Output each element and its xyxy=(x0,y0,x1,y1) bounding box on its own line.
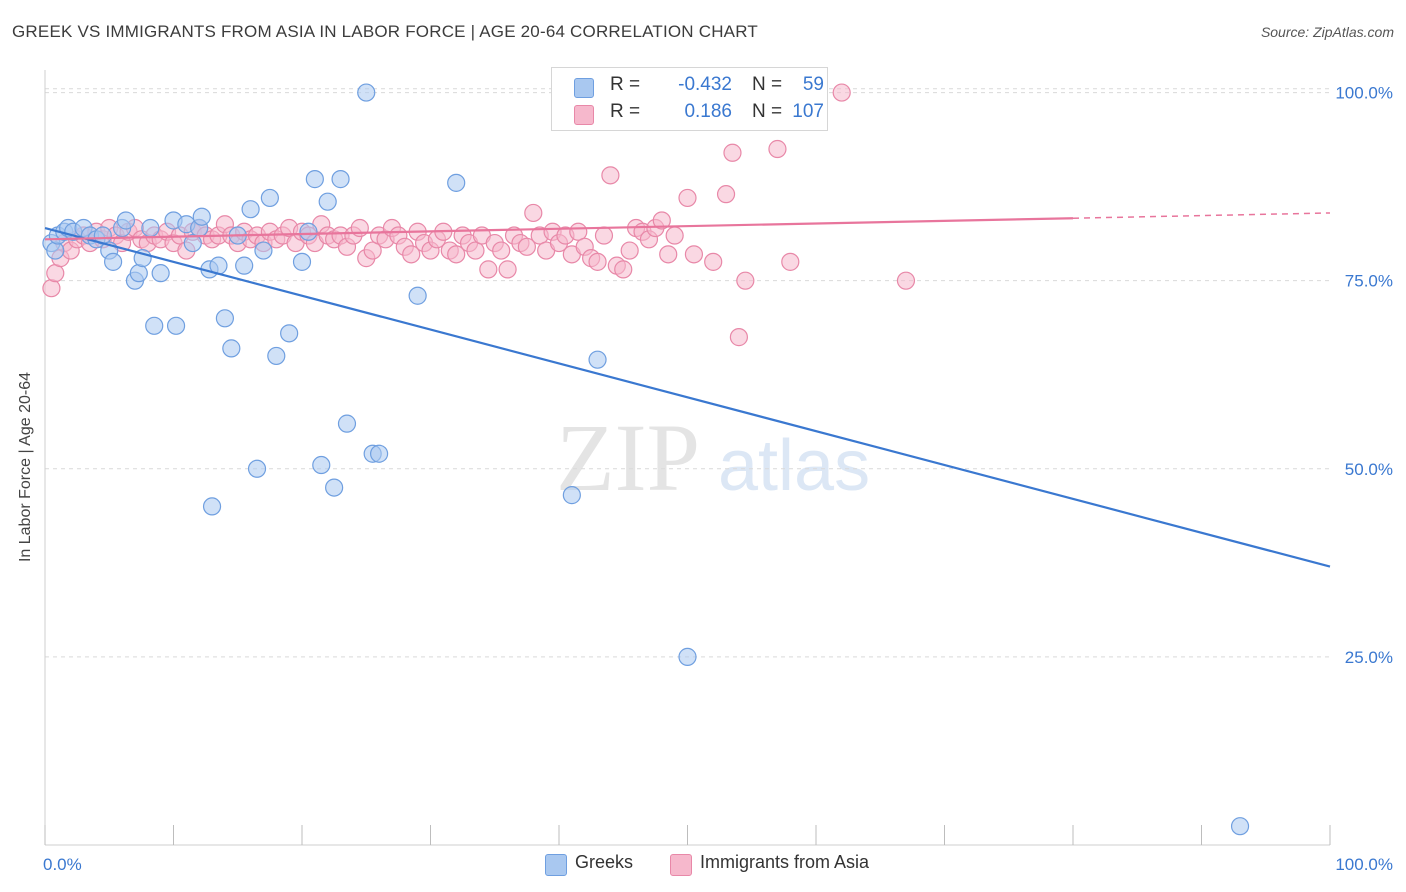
asia-point xyxy=(498,260,517,279)
asia-point xyxy=(704,252,723,271)
greeks-point xyxy=(222,339,241,358)
legend-r-value-greeks: -0.432 xyxy=(678,74,732,95)
greeks-point xyxy=(192,207,211,226)
greeks-point xyxy=(116,211,136,230)
asia-point xyxy=(736,271,755,290)
legend-swatch-asia xyxy=(574,105,594,125)
greeks-point xyxy=(678,647,697,666)
greeks-point xyxy=(312,455,331,475)
greeks-point xyxy=(337,414,357,433)
greeks-point xyxy=(241,200,260,219)
greeks-point xyxy=(235,256,254,275)
asia-point xyxy=(492,241,511,260)
greeks-trendline xyxy=(44,226,1331,568)
asia-point xyxy=(42,279,61,298)
asia-point xyxy=(466,241,485,260)
greeks-point xyxy=(305,170,324,189)
greeks-point xyxy=(292,252,312,271)
legend-r-key: R = xyxy=(610,74,641,95)
asia-point xyxy=(402,245,421,264)
asia-point xyxy=(479,260,498,279)
greeks-point xyxy=(408,286,427,305)
series-legend: Greeks Immigrants from Asia xyxy=(0,852,1406,878)
y-tick-label: 100.0% xyxy=(1335,84,1393,103)
asia-point xyxy=(832,83,851,102)
source-credit: Source: ZipAtlas.com xyxy=(1260,24,1394,40)
asia-point xyxy=(363,241,382,260)
asia-point xyxy=(614,260,633,279)
series-swatch-greeks xyxy=(545,854,567,876)
greeks-point xyxy=(357,83,376,102)
asia-point xyxy=(447,245,466,264)
y-tick-label: 25.0% xyxy=(1345,648,1393,667)
asia-point xyxy=(46,264,65,283)
series-swatch-asia xyxy=(670,854,692,876)
legend-n-value-asia: 107 xyxy=(792,101,824,122)
asia-trendline xyxy=(44,217,1074,241)
series-label-greeks: Greeks xyxy=(575,852,634,872)
x-tick-label: 0.0% xyxy=(43,855,82,874)
y-axis-label: In Labor Force | Age 20-64 xyxy=(17,371,34,563)
asia-point xyxy=(659,245,678,264)
asia-point xyxy=(588,252,607,271)
y-tick-label: 75.0% xyxy=(1345,272,1393,291)
asia-point xyxy=(896,271,916,290)
asia-trendline-extension xyxy=(1072,212,1331,219)
greeks-point xyxy=(254,241,273,260)
y-axis-label-wrap: In Labor Force | Age 20-64 xyxy=(16,0,40,892)
asia-point xyxy=(781,252,800,271)
greeks-point xyxy=(370,444,389,463)
greeks-point xyxy=(166,316,186,335)
greeks-point xyxy=(318,192,337,211)
correlation-legend: R = -0.432 N = 59 R = 0.186 N = 107 xyxy=(551,67,828,131)
greeks-point xyxy=(280,324,299,343)
legend-r-value-asia: 0.186 xyxy=(684,101,732,122)
legend-n-key: N = xyxy=(752,101,783,122)
watermark-atlas: atlas xyxy=(718,426,870,506)
asia-point xyxy=(723,143,742,162)
asia-point xyxy=(729,328,749,347)
greeks-point xyxy=(562,486,581,505)
greeks-point xyxy=(267,346,286,366)
y-tick-label: 50.0% xyxy=(1345,460,1393,479)
greeks-point xyxy=(104,252,123,271)
asia-point xyxy=(569,222,588,241)
legend-swatch-greeks xyxy=(574,78,594,98)
asia-point xyxy=(665,226,684,245)
greeks-point xyxy=(588,350,607,369)
greeks-point xyxy=(325,478,344,497)
asia-point xyxy=(768,139,787,159)
greeks-point xyxy=(129,264,148,283)
greeks-point xyxy=(215,309,234,328)
greeks-point xyxy=(183,233,202,253)
greeks-point xyxy=(46,241,65,260)
greeks-point xyxy=(145,316,164,335)
asia-point xyxy=(524,203,543,223)
greeks-point xyxy=(299,222,318,241)
asia-point xyxy=(517,237,536,256)
greeks-point xyxy=(260,188,279,208)
greeks-point xyxy=(151,264,170,283)
greeks-point xyxy=(141,218,160,238)
x-tick-label: 100.0% xyxy=(1335,855,1393,874)
legend-n-value-greeks: 59 xyxy=(802,74,824,95)
greeks-point xyxy=(331,170,350,189)
asia-point xyxy=(716,185,736,204)
greeks-point xyxy=(202,497,222,516)
legend-r-key: R = xyxy=(610,101,641,122)
legend-n-key: N = xyxy=(752,74,783,95)
greeks-point xyxy=(1230,817,1250,836)
asia-point xyxy=(684,245,704,264)
greeks-point xyxy=(247,459,267,478)
greeks-point xyxy=(447,173,466,192)
series-label-asia: Immigrants from Asia xyxy=(700,852,870,872)
asia-point xyxy=(601,166,620,185)
asia-point xyxy=(652,211,671,230)
asia-point xyxy=(594,226,614,245)
asia-point xyxy=(678,188,697,208)
chart-title: GREEK VS IMMIGRANTS FROM ASIA IN LABOR F… xyxy=(12,22,758,41)
asia-point xyxy=(620,241,639,260)
